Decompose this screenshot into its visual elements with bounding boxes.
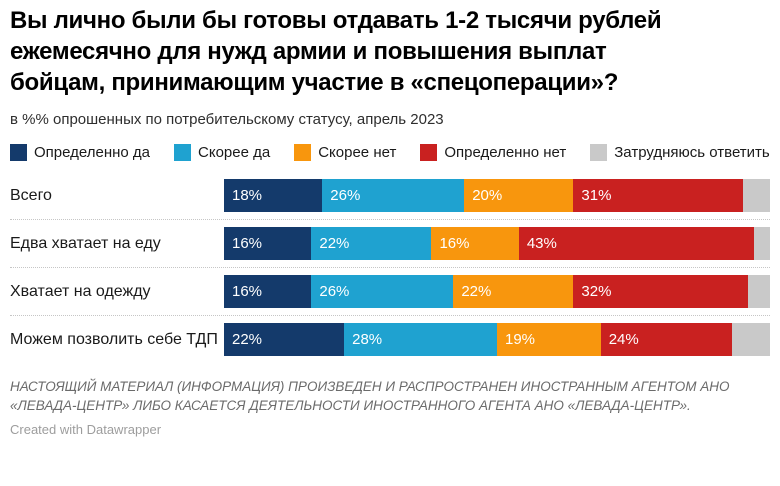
value-label: 22% xyxy=(461,283,492,300)
category-label: Всего xyxy=(10,186,52,204)
chart-title-line-1: Вы лично были бы готовы отдавать 1-2 тыс… xyxy=(10,7,662,34)
bar-segment: 31% xyxy=(573,179,743,212)
bar-segment: 22% xyxy=(224,323,345,356)
legend-label: Затрудняюсь ответить xyxy=(614,144,770,161)
value-label: 28% xyxy=(352,331,383,348)
bar-segment xyxy=(731,323,770,356)
legend: Определенно да Скорее да Скорее нет Определ… xyxy=(10,144,770,161)
bar-segment: 18% xyxy=(224,179,323,212)
bar-segment: 24% xyxy=(600,323,732,356)
bar-segment xyxy=(753,227,770,260)
legend-item: Определенно да xyxy=(10,144,150,161)
category-label: Едва хватает на еду xyxy=(10,234,161,252)
legend-item: Скорее нет xyxy=(294,144,396,161)
value-label: 31% xyxy=(581,187,612,204)
legend-swatch xyxy=(10,144,27,161)
value-label: 22% xyxy=(232,331,263,348)
value-label: 18% xyxy=(232,187,263,204)
bar-segment: 28% xyxy=(344,323,497,356)
legend-item: Скорее да xyxy=(174,144,270,161)
category-label: Можем позволить себе ТДП xyxy=(10,330,218,348)
stacked-bar: 16% 22% 16% 43% xyxy=(224,227,770,260)
stacked-bar: 18% 26% 20% 31% xyxy=(224,179,770,212)
legend-swatch xyxy=(420,144,438,161)
legend-swatch xyxy=(174,144,192,161)
value-label: 26% xyxy=(319,283,350,300)
bar-segment: 20% xyxy=(464,179,574,212)
bar-segment: 22% xyxy=(311,227,432,260)
chart-title-line-2: ежемесячно для нужд армии и повышения вы… xyxy=(10,38,607,65)
bar-segment: 16% xyxy=(431,227,519,260)
bar-segment: 16% xyxy=(224,275,312,308)
value-label: 20% xyxy=(472,187,503,204)
datawrapper-credit: Created with Datawrapper xyxy=(10,422,162,437)
bar-row: Можем позволить себе ТДП 22% 28% 19% 24% xyxy=(10,316,770,363)
value-label: 24% xyxy=(608,331,639,348)
value-label: 16% xyxy=(232,283,263,300)
bar-rows: Всего 18% 26% 20% 31% Едва хватает на еду 16% 2… xyxy=(10,172,770,363)
bar-segment: 22% xyxy=(453,275,574,308)
value-label: 26% xyxy=(330,187,361,204)
legend-label: Скорее да xyxy=(198,144,271,161)
chart-title-line-3: бойцам, принимающим участие в «спецопера… xyxy=(10,69,619,96)
value-label: 16% xyxy=(232,235,263,252)
bar-segment: 43% xyxy=(518,227,754,260)
bar-segment: 26% xyxy=(322,179,465,212)
legend-label: Скорее нет xyxy=(318,144,397,161)
bar-segment xyxy=(742,179,770,212)
value-label: 16% xyxy=(439,235,470,252)
bar-segment: 26% xyxy=(311,275,454,308)
chart-title: Вы лично были бы готовы отдавать 1-2 тыс… xyxy=(10,5,770,98)
legend-label: Определенно нет xyxy=(444,144,567,161)
bar-row: Едва хватает на еду 16% 22% 16% 43% xyxy=(10,220,770,268)
legend-item: Определенно нет xyxy=(420,144,566,161)
value-label: 32% xyxy=(581,283,612,300)
stacked-bar: 22% 28% 19% 24% xyxy=(224,323,770,356)
chart-container: Вы лично были бы готовы отдавать 1-2 тыс… xyxy=(10,5,770,437)
stacked-bar: 16% 26% 22% 32% xyxy=(224,275,770,308)
bar-segment xyxy=(748,275,770,308)
bar-row: Всего 18% 26% 20% 31% xyxy=(10,172,770,220)
value-label: 22% xyxy=(319,235,350,252)
legend-label: Определенно да xyxy=(34,144,151,161)
bar-segment: 19% xyxy=(496,323,601,356)
chart-subtitle: в %% опрошенных по потребительскому стат… xyxy=(10,111,444,128)
foreign-agent-disclaimer: НАСТОЯЩИЙ МАТЕРИАЛ (ИНФОРМАЦИЯ) ПРОИЗВЕД… xyxy=(10,379,730,413)
bar-segment: 16% xyxy=(224,227,312,260)
legend-swatch xyxy=(590,144,608,161)
bar-row: Хватает на одежду 16% 26% 22% 32% xyxy=(10,268,770,316)
legend-item: Затрудняюсь ответить xyxy=(590,144,770,161)
value-label: 19% xyxy=(504,331,536,348)
legend-swatch xyxy=(294,144,312,161)
bar-segment: 32% xyxy=(573,275,749,308)
category-label: Хватает на одежду xyxy=(10,282,151,300)
value-label: 43% xyxy=(526,235,557,252)
